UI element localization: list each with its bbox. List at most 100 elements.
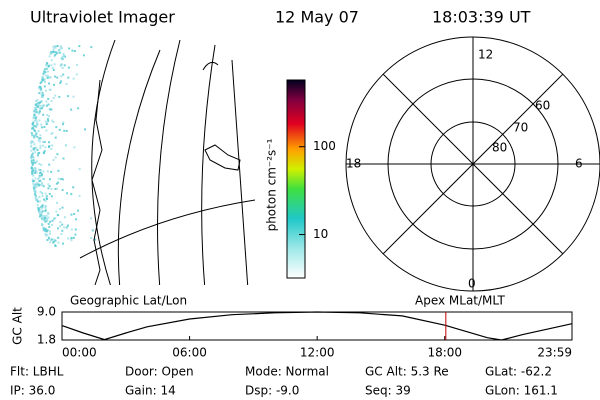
speckle	[43, 85, 46, 88]
speckle	[32, 141, 35, 144]
speckle	[34, 186, 37, 189]
speckle	[34, 194, 37, 197]
x-tick-label: 06:00	[172, 346, 207, 360]
meridian	[117, 49, 161, 285]
speckle	[60, 63, 63, 66]
speckle	[33, 129, 36, 132]
speckle	[43, 219, 46, 222]
speckle	[48, 115, 50, 118]
speckle	[42, 105, 44, 108]
speckle	[35, 106, 38, 109]
speckle	[50, 100, 53, 103]
speckle	[90, 237, 93, 239]
speckle	[48, 178, 51, 181]
emission-speckle	[30, 45, 97, 247]
speckle	[34, 183, 37, 186]
speckle	[38, 137, 41, 140]
speckle	[56, 45, 59, 47]
speckle	[51, 67, 54, 69]
speckle	[41, 91, 44, 94]
x-tick-label: 12:00	[300, 346, 335, 360]
speckle	[38, 209, 41, 212]
speckle	[32, 186, 35, 189]
speckle	[55, 126, 58, 129]
speckle	[40, 173, 43, 176]
speckle	[49, 230, 52, 233]
y-tick-label: 1.8	[37, 333, 56, 347]
speckle	[43, 198, 45, 201]
speckle	[44, 67, 47, 70]
speckle	[32, 115, 35, 118]
speckle	[38, 119, 41, 122]
speckle	[37, 112, 40, 115]
speckle	[52, 121, 55, 123]
speckle	[39, 213, 42, 216]
speckle	[54, 188, 57, 190]
speckle	[57, 227, 59, 230]
speckle	[46, 233, 49, 236]
speckle	[36, 154, 39, 157]
speckle	[46, 239, 49, 241]
speckle	[34, 104, 37, 106]
speckle	[75, 73, 78, 76]
speckle	[58, 95, 61, 98]
speckle	[41, 205, 44, 208]
speckle	[62, 123, 64, 126]
speckle	[30, 142, 33, 145]
speckle	[60, 178, 63, 180]
speckle	[37, 168, 40, 171]
speckle	[42, 144, 44, 147]
speckle	[52, 159, 55, 162]
speckle	[35, 115, 38, 118]
speckle	[39, 147, 42, 150]
speckle	[41, 183, 44, 186]
status-field: Gain: 14	[125, 384, 176, 398]
speckle	[32, 147, 35, 150]
speckle	[48, 163, 51, 166]
speckle	[31, 163, 34, 166]
colorbar-tick-label: 10	[313, 227, 328, 241]
lat-label: 60	[535, 99, 550, 113]
speckle	[31, 123, 34, 126]
speckle	[43, 78, 46, 81]
y-tick-label: 9.0	[37, 305, 56, 319]
speckle	[39, 184, 42, 187]
speckle	[46, 76, 49, 79]
speckle	[60, 75, 63, 78]
speckle	[44, 205, 47, 208]
title: Ultraviolet Imager	[30, 8, 175, 27]
speckle	[50, 195, 53, 198]
coastline	[202, 61, 219, 71]
speckle	[39, 172, 42, 174]
altitude-line	[61, 311, 573, 341]
speckle	[35, 111, 38, 114]
speckle	[30, 154, 33, 157]
speckle	[41, 77, 44, 80]
speckle	[31, 134, 34, 137]
speckle	[90, 46, 93, 49]
speckle	[34, 161, 37, 164]
y-axis-label: GC Alt	[11, 307, 25, 345]
speckle	[62, 157, 65, 160]
speckle	[42, 218, 44, 221]
speckle	[33, 148, 36, 151]
speckle	[35, 119, 38, 122]
speckle	[65, 226, 68, 229]
speckle	[42, 178, 45, 180]
mlt-label: 0	[468, 277, 476, 291]
speckle	[34, 134, 37, 137]
speckle	[61, 58, 64, 61]
speckle	[35, 100, 38, 102]
speckle	[46, 74, 49, 77]
speckle	[39, 107, 42, 110]
status-field: Flt: LBHL	[10, 365, 64, 379]
speckle	[70, 213, 73, 216]
panel-label: Geographic Lat/Lon	[70, 294, 187, 308]
lat-label: 70	[513, 121, 528, 135]
status-field: Seq: 39	[365, 384, 411, 398]
speckle	[45, 89, 47, 92]
speckle	[72, 236, 75, 239]
speckle	[36, 99, 39, 101]
speckle	[45, 214, 48, 217]
